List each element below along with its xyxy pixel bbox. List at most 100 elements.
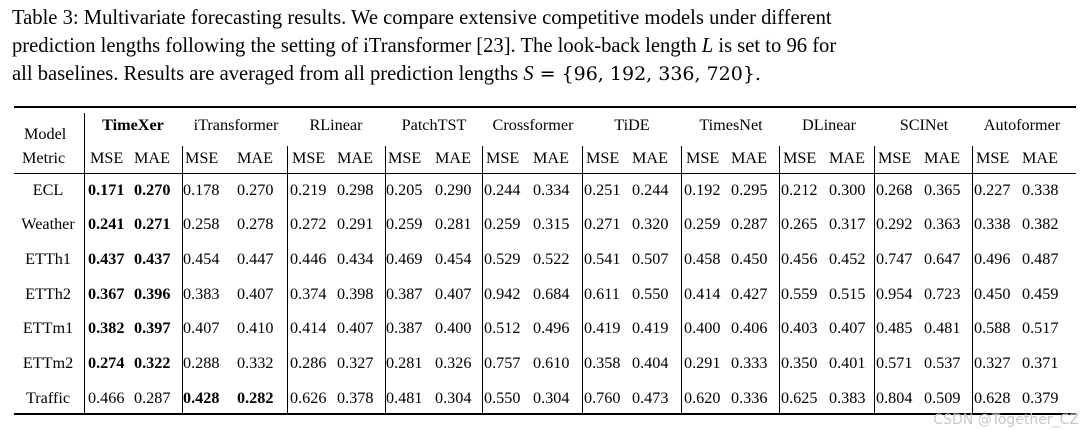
table-bottom-rule — [14, 413, 1076, 415]
caption-text-1: Multivariate forecasting results. We com… — [83, 7, 832, 29]
table-cell: 0.469 — [386, 250, 423, 268]
column-separator — [972, 146, 973, 413]
table-cell: 0.358 — [584, 354, 621, 372]
model-name-crossformer: Crossformer — [492, 116, 574, 134]
caption-text-2a: prediction lengths following the setting… — [12, 35, 702, 57]
table-cell: 0.291 — [337, 215, 374, 233]
table-cell: 0.401 — [829, 354, 866, 372]
table-cell: 0.259 — [484, 215, 521, 233]
table-cell: 0.378 — [337, 389, 374, 407]
model-name-itransformer: iTransformer — [193, 116, 279, 134]
table-cell: 0.327 — [337, 354, 374, 372]
table-cell: 0.496 — [533, 319, 570, 337]
table-cell: 0.271 — [584, 215, 621, 233]
table-cell: 0.192 — [684, 181, 721, 199]
metric-label: MSE — [686, 149, 720, 167]
table-cell: 0.259 — [386, 215, 423, 233]
table-cell: 0.268 — [876, 181, 913, 199]
table-cell: 0.286 — [290, 354, 327, 372]
dataset-label: ETTh2 — [25, 285, 71, 303]
table-cell: 0.326 — [435, 354, 472, 372]
table-cell: 0.338 — [974, 215, 1011, 233]
model-name-dlinear: DLinear — [802, 116, 856, 134]
table-cell: 0.942 — [484, 285, 521, 303]
table-cell: 0.481 — [386, 389, 423, 407]
table-cell: 0.452 — [829, 250, 866, 268]
table-cell: 0.414 — [684, 285, 721, 303]
caption-line-3: all baselines. Results are averaged from… — [12, 60, 1078, 88]
table-cell: 0.509 — [924, 389, 961, 407]
metric-label: MSE — [90, 149, 124, 167]
table-cell: 0.387 — [386, 319, 423, 337]
table-cell: 0.387 — [386, 285, 423, 303]
dataset-label: ETTm2 — [22, 354, 74, 372]
table-cell: 0.338 — [1022, 181, 1059, 199]
caption-text-3a: all baselines. Results are averaged from… — [12, 63, 524, 85]
table-cell: 0.450 — [731, 250, 768, 268]
table-cell: 0.481 — [924, 319, 961, 337]
table-cell: 0.171 — [88, 181, 125, 199]
table-cell: 0.414 — [290, 319, 327, 337]
table-cell: 0.454 — [183, 250, 220, 268]
table-cell: 0.456 — [781, 250, 818, 268]
table-cell: 0.485 — [876, 319, 913, 337]
table-cell: 0.295 — [731, 181, 768, 199]
table-cell: 0.522 — [533, 250, 570, 268]
column-separator — [385, 146, 386, 413]
table-cell: 0.454 — [435, 250, 472, 268]
table-cell: 0.447 — [237, 250, 274, 268]
table-cell: 0.541 — [584, 250, 621, 268]
table-cell: 0.287 — [731, 215, 768, 233]
metric-label: MSE — [878, 149, 912, 167]
table-cell: 0.320 — [632, 215, 669, 233]
model-header: Model — [24, 125, 67, 143]
table-cell: 0.466 — [88, 389, 125, 407]
table-caption: Table 3: Multivariate forecasting result… — [12, 4, 1078, 88]
table-cell: 0.487 — [1022, 250, 1059, 268]
table-cell: 0.327 — [974, 354, 1011, 372]
table-cell: 0.419 — [632, 319, 669, 337]
caption-text-2b: is set to 96 for — [713, 35, 837, 57]
table-cell: 0.684 — [533, 285, 570, 303]
caption-math-set: = {96, 192, 336, 720}. — [533, 63, 761, 85]
table-cell: 0.227 — [974, 181, 1011, 199]
table-cell: 0.317 — [829, 215, 866, 233]
metric-label: MAE — [134, 149, 170, 167]
dataset-label: Traffic — [25, 389, 71, 407]
metric-header: Metric — [22, 149, 66, 167]
caption-line-2: prediction lengths following the setting… — [12, 32, 1078, 60]
table-cell: 0.473 — [632, 389, 669, 407]
table-cell: 0.281 — [386, 354, 423, 372]
table-cell: 0.396 — [134, 285, 171, 303]
table-cell: 0.292 — [876, 215, 913, 233]
metric-label: MAE — [632, 149, 668, 167]
table-cell: 0.365 — [924, 181, 961, 199]
metric-label: MSE — [185, 149, 219, 167]
model-name-autoformer: Autoformer — [983, 116, 1061, 134]
column-separator — [287, 146, 288, 413]
metric-label: MAE — [337, 149, 373, 167]
table-cell: 0.571 — [876, 354, 913, 372]
table-cell: 0.333 — [731, 354, 768, 372]
table-cell: 0.507 — [632, 250, 669, 268]
dataset-label: Weather — [21, 215, 75, 233]
table-cell: 0.550 — [632, 285, 669, 303]
caption-label: Table 3: — [12, 7, 79, 29]
table-cell: 0.515 — [829, 285, 866, 303]
table-cell: 0.512 — [484, 319, 521, 337]
table-cell: 0.428 — [183, 389, 220, 407]
table-cell: 0.383 — [829, 389, 866, 407]
table-cell: 0.628 — [974, 389, 1011, 407]
table-cell: 0.315 — [533, 215, 570, 233]
metric-label: MAE — [829, 149, 865, 167]
metric-label: MSE — [388, 149, 422, 167]
table-top-rule — [14, 106, 1076, 108]
model-name-rlinear: RLinear — [309, 116, 363, 134]
table-cell: 0.407 — [337, 319, 374, 337]
table-cell: 0.437 — [88, 250, 125, 268]
metric-label: MAE — [237, 149, 273, 167]
table-cell: 0.178 — [183, 181, 220, 199]
model-name-tide: TiDE — [614, 116, 650, 134]
table-cell: 0.371 — [1022, 354, 1059, 372]
table-cell: 0.620 — [684, 389, 721, 407]
